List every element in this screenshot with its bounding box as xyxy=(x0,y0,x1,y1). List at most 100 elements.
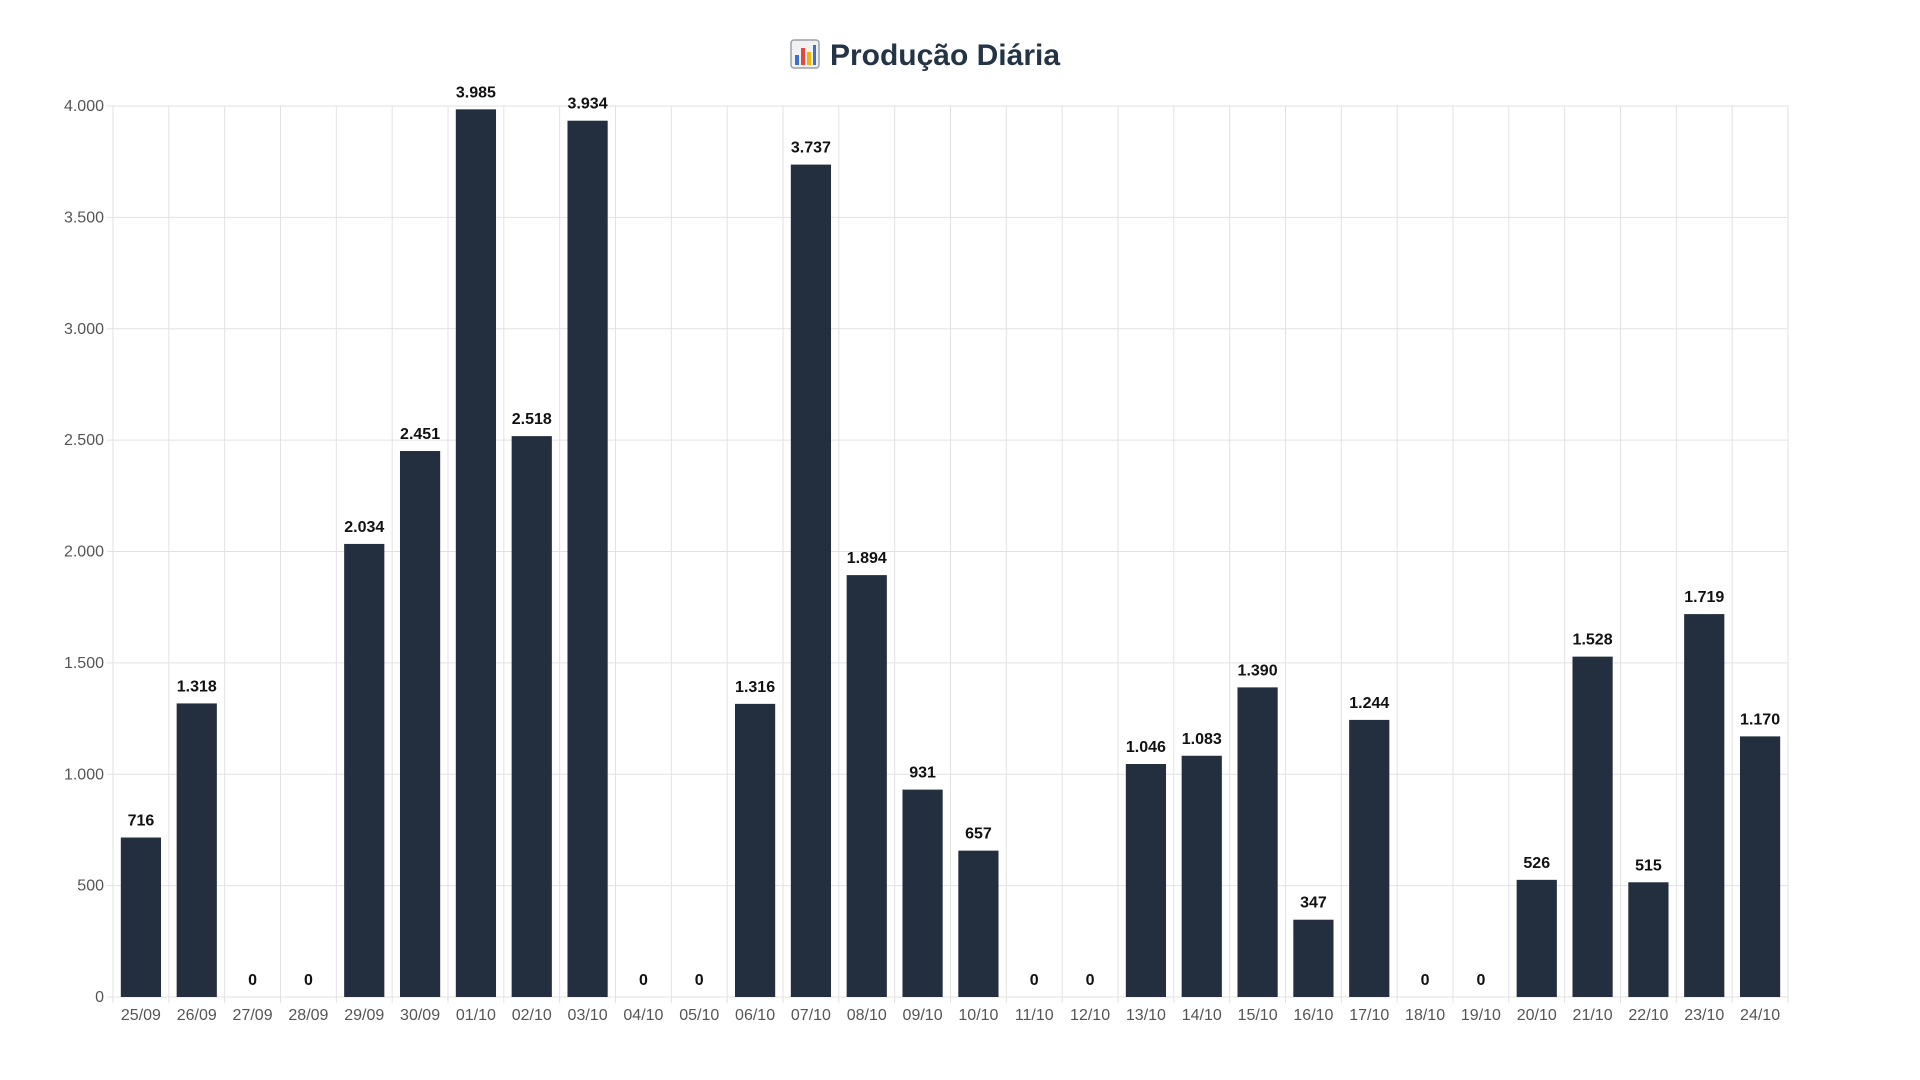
data-label: 3.737 xyxy=(791,140,831,157)
bar xyxy=(846,575,887,997)
bar xyxy=(902,789,943,997)
bar xyxy=(734,703,776,997)
chart-title-text: Produção Diária xyxy=(829,39,1061,72)
data-label: 2.451 xyxy=(400,426,440,443)
bar xyxy=(176,703,217,997)
y-tick-label: 3.000 xyxy=(64,321,104,338)
bar xyxy=(511,436,552,998)
bar xyxy=(1293,919,1334,997)
data-label: 347 xyxy=(1300,895,1327,912)
y-tick-label: 500 xyxy=(77,878,104,895)
axes: 0 500 1.000 1.500 2.000 2.500 3.000 3.500 4.000 2… xyxy=(64,98,1780,1024)
x-tick-label: 07/10 xyxy=(791,1007,831,1024)
data-label: 1.318 xyxy=(177,678,217,695)
x-tick-label: 23/10 xyxy=(1684,1007,1724,1024)
bar xyxy=(1125,764,1167,997)
data-label: 716 xyxy=(128,813,155,830)
data-label: 515 xyxy=(1635,857,1662,874)
x-tick-label: 22/10 xyxy=(1628,1007,1668,1024)
x-tick-label: 16/10 xyxy=(1293,1007,1333,1024)
x-tick-label: 12/10 xyxy=(1070,1007,1110,1024)
x-tick-label: 17/10 xyxy=(1349,1007,1389,1024)
bar-chart-icon xyxy=(790,39,820,69)
bar xyxy=(1181,755,1222,997)
bar xyxy=(344,543,385,997)
chart-title: Produção Diária xyxy=(0,36,1850,76)
data-label: 3.934 xyxy=(568,96,608,113)
data-label: 1.528 xyxy=(1573,632,1613,649)
data-label: 2.518 xyxy=(512,411,552,428)
x-tick-label: 20/10 xyxy=(1517,1007,1557,1024)
bar xyxy=(1516,879,1557,997)
y-tick-label: 1.000 xyxy=(64,766,104,783)
x-tick-label: 30/09 xyxy=(400,1007,440,1024)
x-tick-label: 19/10 xyxy=(1461,1007,1501,1024)
data-label: 1.390 xyxy=(1238,662,1278,679)
x-tick-label: 15/10 xyxy=(1238,1007,1278,1024)
bar xyxy=(120,837,162,997)
bar xyxy=(1237,687,1278,997)
data-label: 1.170 xyxy=(1740,711,1780,728)
data-label: 3.985 xyxy=(456,84,496,101)
y-tick-label: 3.500 xyxy=(64,209,104,226)
x-tick-label: 06/10 xyxy=(735,1007,775,1024)
data-label: 526 xyxy=(1523,855,1550,872)
data-label: 1.719 xyxy=(1684,589,1724,606)
bar xyxy=(1628,882,1669,997)
x-tick-label: 01/10 xyxy=(456,1007,496,1024)
bar xyxy=(399,451,441,997)
data-label: 1.894 xyxy=(847,550,887,567)
bar xyxy=(1739,736,1781,997)
data-label: 1.083 xyxy=(1182,731,1222,748)
x-tick-label: 28/09 xyxy=(288,1007,328,1024)
x-tick-label: 11/10 xyxy=(1015,1007,1054,1024)
y-tick-label: 4.000 xyxy=(64,98,104,115)
x-tick-label: 18/10 xyxy=(1405,1007,1445,1024)
data-label: 1.046 xyxy=(1126,739,1166,756)
grid xyxy=(112,105,1789,1003)
x-tick-label: 08/10 xyxy=(847,1007,887,1024)
x-tick-label: 14/10 xyxy=(1182,1007,1222,1024)
y-tick-label: 1.500 xyxy=(64,655,104,672)
data-label: 0 xyxy=(1086,972,1095,989)
data-label: 2.034 xyxy=(344,519,384,536)
bar xyxy=(567,120,608,998)
data-label: 931 xyxy=(909,765,936,782)
data-label: 657 xyxy=(965,826,992,843)
y-tick-label: 0 xyxy=(95,989,104,1006)
data-label: 1.244 xyxy=(1349,695,1389,712)
y-tick-label: 2.000 xyxy=(64,544,104,561)
bar xyxy=(958,850,999,997)
bar xyxy=(1684,614,1725,997)
data-label: 0 xyxy=(248,972,257,989)
y-tick-label: 2.500 xyxy=(64,432,104,449)
x-tick-label: 09/10 xyxy=(903,1007,943,1024)
data-label: 0 xyxy=(639,972,648,989)
x-tick-label: 05/10 xyxy=(679,1007,719,1024)
bar xyxy=(1572,656,1613,997)
x-tick-label: 26/09 xyxy=(177,1007,217,1024)
bar xyxy=(790,164,832,997)
x-tick-label: 02/10 xyxy=(512,1007,552,1024)
data-label: 1.316 xyxy=(735,679,775,696)
data-label: 0 xyxy=(304,972,313,989)
x-tick-label: 24/10 xyxy=(1740,1007,1780,1024)
data-label: 0 xyxy=(1421,972,1430,989)
x-tick-label: 13/10 xyxy=(1126,1007,1166,1024)
x-tick-label: 29/09 xyxy=(344,1007,384,1024)
x-tick-label: 27/09 xyxy=(233,1007,273,1024)
bar xyxy=(1349,719,1390,997)
x-tick-label: 04/10 xyxy=(623,1007,663,1024)
x-tick-label: 03/10 xyxy=(568,1007,608,1024)
bars xyxy=(120,109,1781,998)
x-tick-label: 21/10 xyxy=(1573,1007,1613,1024)
x-tick-label: 10/10 xyxy=(958,1007,998,1024)
data-label: 0 xyxy=(695,972,704,989)
data-labels: 716 1.318 0 0 2.034 2.451 3.985 2.518 3.934 0 0 1.3… xyxy=(128,84,1781,989)
data-label: 0 xyxy=(1030,972,1039,989)
bar xyxy=(455,109,497,997)
data-label: 0 xyxy=(1476,972,1485,989)
x-tick-label: 25/09 xyxy=(121,1007,161,1024)
